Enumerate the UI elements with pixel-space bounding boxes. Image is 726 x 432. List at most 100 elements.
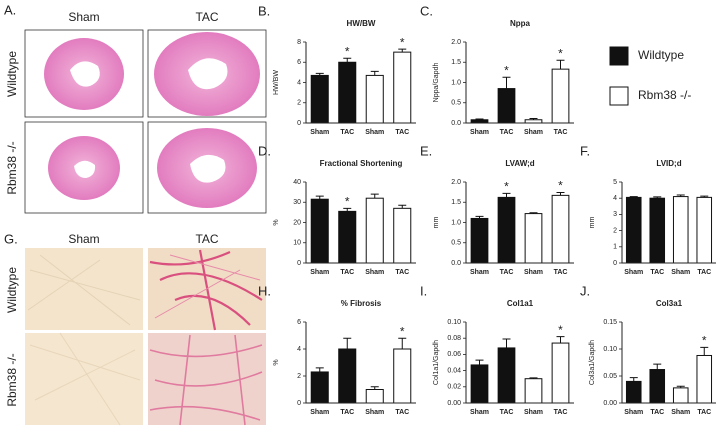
x-tick-label: TAC <box>500 129 514 136</box>
x-tick-label: TAC <box>650 269 664 276</box>
y-tick-label: 0.10 <box>603 346 617 353</box>
heart-images <box>24 29 267 214</box>
error-bar <box>502 338 511 348</box>
x-tick-label: TAC <box>554 269 568 276</box>
error-bar <box>370 70 379 76</box>
x-tick-label: Sham <box>310 409 329 416</box>
y-tick-label: 0.02 <box>447 384 461 391</box>
x-tick-label: Sham <box>671 409 690 416</box>
row-title: Wildtype <box>5 51 19 97</box>
error-bar <box>629 377 638 382</box>
significance-mark: * <box>558 179 563 193</box>
bar <box>497 196 516 264</box>
panel-label: J. <box>580 283 590 298</box>
x-tick-label: Sham <box>624 269 643 276</box>
significance-mark: * <box>400 324 405 338</box>
significance-mark: * <box>345 194 350 208</box>
error-bar <box>700 346 709 356</box>
column-title: TAC <box>195 232 218 246</box>
error-bar <box>676 194 685 197</box>
column-title: TAC <box>195 10 218 24</box>
error-bar <box>370 386 379 390</box>
chart-title: Col1a1 <box>507 299 534 308</box>
x-tick-label: TAC <box>340 269 354 276</box>
bar <box>551 68 570 124</box>
x-tick-label: TAC <box>395 409 409 416</box>
error-bar <box>676 385 685 388</box>
error-bar <box>315 367 324 372</box>
bar <box>393 348 412 404</box>
y-tick-label: 1.0 <box>451 219 461 226</box>
error-bar <box>398 48 407 53</box>
bar <box>625 380 642 404</box>
legend-label: Wildtype <box>638 48 684 62</box>
y-tick-label: 2 <box>297 100 301 107</box>
y-tick-label: 4 <box>297 79 301 86</box>
y-tick-label: 0 <box>297 120 301 127</box>
y-axis-label: mm <box>589 217 596 229</box>
significance-mark: * <box>702 334 707 348</box>
y-tick-label: 0.08 <box>447 335 461 342</box>
error-bar <box>629 196 638 198</box>
y-axis-label: HW/BW <box>273 70 280 95</box>
bar <box>649 369 666 404</box>
bar <box>497 88 516 124</box>
x-tick-label: TAC <box>697 269 711 276</box>
x-tick-label: TAC <box>554 129 568 136</box>
bar <box>524 213 543 264</box>
bar <box>310 198 329 264</box>
chart-title: Col3a1 <box>656 299 683 308</box>
y-tick-label: 5 <box>613 179 617 186</box>
y-tick-label: 0.5 <box>451 100 461 107</box>
bar <box>338 61 357 124</box>
x-tick-label: Sham <box>671 269 690 276</box>
legend-label: Rbm38 -/- <box>638 88 691 102</box>
significance-mark: * <box>504 180 509 194</box>
bar <box>470 364 489 404</box>
x-tick-label: Sham <box>310 269 329 276</box>
error-bar <box>370 193 379 199</box>
bar <box>524 378 543 404</box>
x-tick-label: Sham <box>470 409 489 416</box>
bar <box>310 74 329 124</box>
y-tick-label: 0.05 <box>603 373 617 380</box>
x-tick-label: TAC <box>697 409 711 416</box>
bar <box>338 210 357 264</box>
chart-title: % Fibrosis <box>341 299 382 308</box>
y-tick-label: 10 <box>293 240 301 247</box>
significance-mark: * <box>400 35 405 49</box>
panel-label: E. <box>420 143 432 158</box>
bar <box>393 51 412 124</box>
error-bar <box>475 118 484 120</box>
significance-mark: * <box>504 63 509 77</box>
x-tick-label: TAC <box>500 409 514 416</box>
axes <box>305 322 416 404</box>
error-bar <box>398 204 407 209</box>
error-bar <box>502 192 511 198</box>
error-bar <box>398 337 407 349</box>
column-title: Sham <box>68 232 99 246</box>
y-tick-label: 8 <box>297 39 301 46</box>
axes <box>465 322 574 404</box>
y-tick-label: 0.0 <box>451 260 461 267</box>
bar <box>551 194 570 264</box>
y-axis-label: Col3a1/Gapdh <box>589 340 596 385</box>
x-tick-label: Sham <box>524 409 543 416</box>
x-tick-label: Sham <box>470 129 489 136</box>
y-tick-label: 0 <box>613 260 617 267</box>
error-bar <box>475 215 484 219</box>
panel-label: F. <box>580 143 590 158</box>
axes <box>305 182 416 264</box>
error-bar <box>653 196 662 199</box>
bar <box>338 348 357 404</box>
y-tick-label: 4 <box>297 346 301 353</box>
error-bar <box>475 359 484 365</box>
x-tick-label: Sham <box>365 129 384 136</box>
y-tick-label: 1.5 <box>451 199 461 206</box>
y-tick-label: 0.06 <box>447 351 461 358</box>
y-tick-label: 0 <box>297 260 301 267</box>
y-tick-label: 6 <box>297 319 301 326</box>
panel-label: B. <box>258 3 270 18</box>
y-tick-label: 40 <box>293 179 301 186</box>
bar <box>696 354 713 404</box>
